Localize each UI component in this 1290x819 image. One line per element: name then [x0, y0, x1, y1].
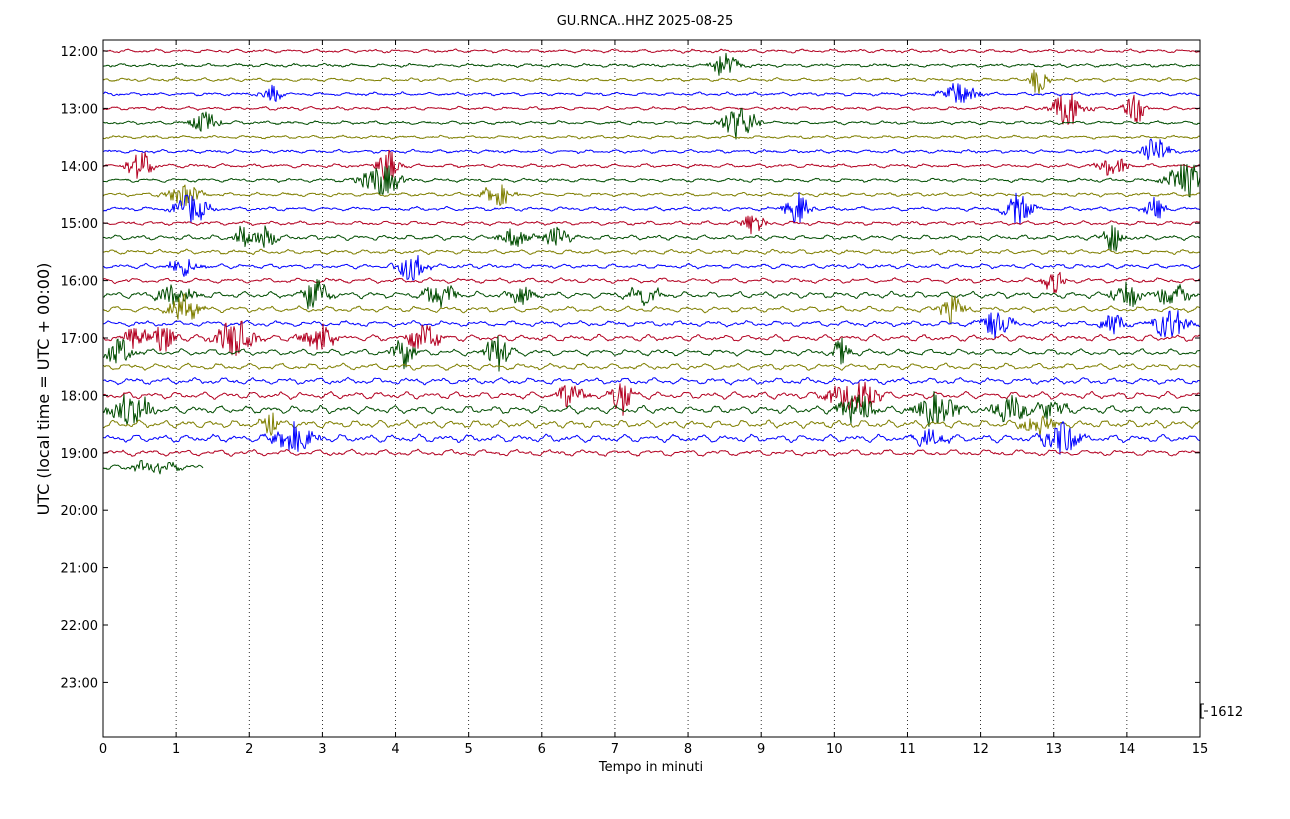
- seismic-trace: [102, 83, 1201, 103]
- y-tick-label: 21:00: [61, 562, 98, 577]
- x-tick-label: 1: [172, 742, 180, 757]
- x-axis-label: Tempo in minuti: [598, 760, 703, 775]
- seismic-trace: [102, 335, 1201, 372]
- y-tick-label: 17:00: [61, 332, 98, 347]
- x-tick-label: 11: [899, 742, 916, 757]
- seismic-trace: [102, 412, 1201, 437]
- seismic-trace: [102, 278, 1201, 310]
- seismic-trace: [102, 362, 1201, 371]
- seismic-trace: [102, 225, 1201, 252]
- seismic-trace: [102, 52, 1201, 76]
- x-tick-label: 3: [318, 742, 326, 757]
- x-tick-label: 8: [684, 742, 692, 757]
- amplitude-scale-bar: 1612: [1200, 703, 1243, 720]
- x-tick-label: 12: [972, 742, 989, 757]
- seismic-trace: [102, 107, 1201, 140]
- x-tick-label: 2: [245, 742, 253, 757]
- x-tick-label: 6: [538, 742, 546, 757]
- seismic-trace: [102, 310, 1201, 340]
- x-tick-label: 14: [1119, 742, 1136, 757]
- y-tick-label: 14:00: [61, 160, 98, 175]
- seismic-trace: [102, 164, 1201, 198]
- seismic-trace: [102, 271, 1201, 294]
- x-tick-label: 5: [465, 742, 473, 757]
- seismic-trace: [102, 248, 1201, 256]
- plot-frame: [102, 39, 1201, 738]
- y-tick-label: 19:00: [61, 447, 98, 462]
- seismic-trace: [102, 421, 1201, 455]
- x-tick-label: 4: [391, 742, 399, 757]
- y-tick-label: 23:00: [61, 676, 98, 691]
- x-tick-label: 10: [826, 742, 843, 757]
- seismic-trace: [102, 255, 1201, 281]
- y-axis-ticks: 12:00 13:00 14:00 15:00 16:00 17:00 18:00 19:00…: [61, 45, 1200, 691]
- seismic-trace: [102, 320, 1201, 356]
- x-tick-label: 13: [1045, 742, 1062, 757]
- seismic-trace: [102, 448, 1201, 457]
- seismic-trace: [102, 192, 1201, 225]
- seismic-trace: [102, 215, 1200, 235]
- y-tick-label: 18:00: [61, 389, 98, 404]
- seismic-trace: [102, 134, 1201, 140]
- x-tick-label: 0: [99, 742, 107, 757]
- y-tick-label: 16:00: [61, 275, 98, 290]
- y-tick-label: 12:00: [61, 45, 98, 60]
- chart-title: GU.RNCA..HHZ 2025-08-25: [557, 14, 734, 29]
- x-tick-label: 15: [1192, 742, 1209, 757]
- seismic-trace: [102, 459, 204, 475]
- seismic-trace: [102, 381, 1201, 416]
- seismic-trace: [102, 184, 1201, 206]
- y-tick-label: 22:00: [61, 619, 98, 634]
- seismic-trace: [102, 93, 1201, 125]
- x-tick-label: 9: [757, 742, 765, 757]
- scale-label: 1612: [1210, 705, 1243, 720]
- seismic-trace: [102, 138, 1201, 161]
- y-axis-label: UTC (local time = UTC + 00:00): [34, 263, 53, 516]
- seismic-trace: [102, 293, 1201, 325]
- seismic-trace: [102, 391, 1201, 427]
- vertical-grid: [175, 40, 1128, 737]
- seismic-trace: [102, 149, 1201, 181]
- y-tick-label: 20:00: [61, 504, 98, 519]
- seismic-trace: [102, 376, 1201, 386]
- traces: [102, 48, 1201, 475]
- y-tick-label: 13:00: [61, 102, 98, 117]
- x-axis-ticks: 0 1 2 3 4 5 6 7 8 9 10 11 12 13 14 15: [99, 40, 1208, 757]
- seismic-trace: [102, 69, 1201, 95]
- x-tick-label: 7: [611, 742, 619, 757]
- y-tick-label: 15:00: [61, 217, 98, 232]
- seismic-trace: [102, 48, 1201, 54]
